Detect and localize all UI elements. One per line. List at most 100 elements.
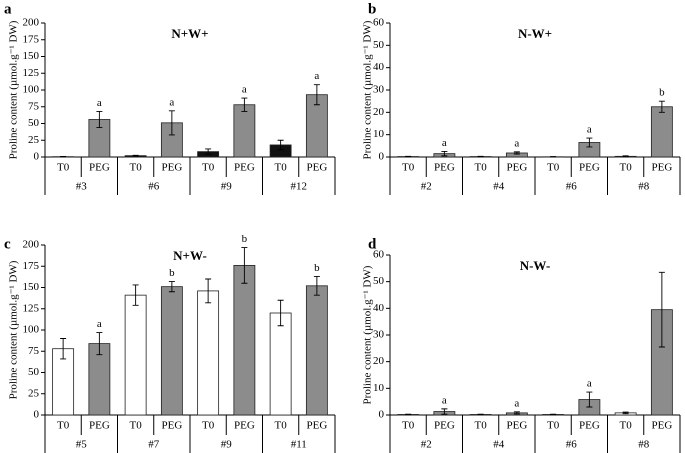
group-label: #6 [566,181,578,193]
bar [233,264,256,416]
x-tick-label: PEG [651,162,672,174]
x-tick-label: PEG [306,420,327,432]
group-label: #12 [291,181,308,193]
error-bar [60,338,67,360]
y-tick-label: 125 [23,302,40,314]
y-tick-label: 40 [373,302,385,314]
error-bar [132,154,139,157]
y-tick-label: 0 [379,409,385,421]
error-bar [622,155,629,158]
error-bar [550,413,557,416]
x-tick-label: PEG [434,162,455,174]
error-bar [96,110,103,128]
bar [124,294,147,416]
error-bar [658,100,665,113]
x-tick-label: T0 [57,162,70,174]
error-bar [241,97,248,112]
y-tick-label: 40 [373,61,385,73]
chart-title: N+W+ [171,26,208,41]
y-tick-label: 200 [23,17,40,29]
y-tick-label: 75 [28,100,40,112]
error-bar [513,411,520,415]
x-tick-label: T0 [275,420,288,432]
significance-letter: a [587,124,592,136]
x-tick-label: PEG [506,162,527,174]
y-tick-label: 175 [23,33,40,45]
bar [269,312,292,416]
y-axis-label: Proline content (µmol.g⁻¹ DW) [362,265,374,404]
x-tick-label: T0 [402,420,415,432]
y-tick-label: 0 [379,151,385,163]
significance-letter: b [659,87,665,99]
error-bar [168,281,175,293]
group-label: #3 [76,181,88,193]
y-tick-label: 10 [373,128,385,140]
error-bar [405,413,412,416]
error-bar [168,110,175,136]
group-label: #4 [493,439,505,451]
x-tick-label: T0 [130,162,143,174]
x-tick-label: PEG [579,162,600,174]
y-axis-label: Proline content (µmol.g⁻¹ DW) [362,20,374,159]
y-tick-label: 125 [23,67,40,79]
y-tick-label: 150 [23,50,40,62]
chart-title: N-W- [520,258,551,273]
error-bar [241,247,248,284]
panel-label: d [368,236,377,252]
x-tick-label: PEG [234,420,255,432]
y-tick-label: 0 [34,151,40,163]
y-tick-label: 150 [23,281,40,293]
error-bar [205,278,212,304]
x-tick-label: T0 [202,420,215,432]
x-tick-label: T0 [620,162,633,174]
y-tick-label: 50 [28,117,40,129]
group-label: #2 [421,439,432,451]
y-tick-label: 20 [373,106,385,118]
x-tick-label: T0 [130,420,143,432]
x-tick-label: PEG [89,162,110,174]
y-tick-label: 0 [34,409,40,421]
bar [197,290,220,416]
y-tick-label: 60 [373,249,385,261]
x-tick-label: PEG [89,420,110,432]
error-bar [477,413,484,416]
significance-letter: a [242,84,247,96]
y-tick-label: 100 [23,324,40,336]
y-tick-label: 30 [373,84,385,96]
y-axis-label: Proline content (µmol.g⁻¹ DW) [8,260,20,399]
significance-letter: b [169,267,175,279]
y-tick-label: 10 [373,382,385,394]
significance-letter: a [514,137,519,149]
panel-label: c [4,236,11,252]
significance-letter: a [97,318,102,330]
x-tick-label: T0 [275,162,288,174]
x-tick-label: T0 [475,162,488,174]
error-bar [622,411,629,415]
significance-letter: a [442,137,447,149]
error-bar [277,139,284,151]
significance-letter: a [97,97,102,109]
significance-letter: b [242,233,248,245]
significance-letter: a [514,397,519,409]
y-tick-label: 60 [373,17,385,29]
y-tick-label: 50 [373,275,385,287]
y-tick-label: 75 [28,345,40,357]
group-label: #9 [221,181,233,193]
y-tick-label: 100 [23,84,40,96]
x-tick-label: T0 [547,420,560,432]
x-tick-label: T0 [402,162,415,174]
error-bar [313,276,320,296]
y-tick-label: 25 [28,134,40,146]
error-bar [513,151,520,155]
significance-letter: a [442,394,447,406]
error-bar [313,84,320,106]
bar [233,104,256,158]
significance-letter: b [314,262,320,274]
error-bar [96,332,103,356]
error-bar [586,391,593,408]
x-tick-label: T0 [547,162,560,174]
error-bar [586,137,593,148]
x-tick-label: PEG [651,420,672,432]
group-label: #4 [493,181,505,193]
x-tick-label: PEG [579,420,600,432]
